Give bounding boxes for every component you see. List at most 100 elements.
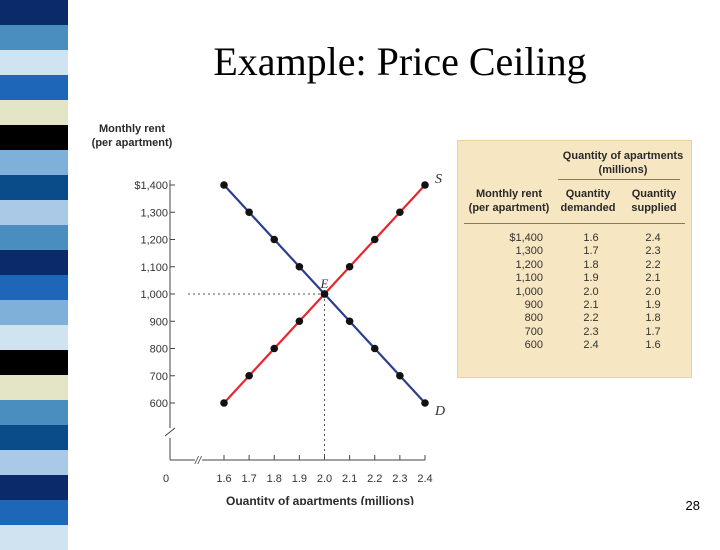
x-tick-label: 2.3 (392, 473, 407, 485)
y-tick-label: $1,400 (134, 180, 168, 192)
strip-block (0, 200, 68, 225)
table-cell-supplied: 2.0 (645, 285, 661, 298)
strip-block (0, 500, 68, 525)
table-row: 900 2.1 1.9 (458, 299, 691, 312)
table-cell-rent: 800 (524, 312, 543, 325)
data-point-s (396, 208, 404, 217)
table-cell-supplied: 2.1 (645, 272, 661, 285)
table-cell-rent: $1,400 (509, 232, 543, 244)
y-axis-label: (per apartment) (92, 137, 173, 149)
strip-block (0, 50, 68, 75)
y-tick-label: 1,100 (140, 262, 168, 274)
data-point-s (220, 399, 228, 407)
strip-block (0, 175, 68, 200)
table-cell-demanded: 2.3 (583, 325, 599, 338)
strip-block (0, 225, 68, 250)
y-tick-label: 1,300 (140, 207, 168, 219)
data-point-d (270, 235, 279, 244)
data-point-d (421, 399, 429, 407)
data-point-d (320, 290, 329, 298)
slide-title: Example: Price Ceiling (213, 39, 587, 84)
decorative-color-strip (0, 0, 68, 550)
table-cell-supplied: 2.3 (645, 245, 661, 258)
table-cell-supplied: 1.6 (645, 339, 661, 352)
x-axis-break: // (194, 455, 202, 467)
table-col-demanded: Quantity demanded (560, 188, 616, 214)
data-point-s (270, 344, 279, 353)
strip-block (0, 375, 68, 400)
table-cell-demanded: 2.1 (583, 298, 599, 311)
table-cell-supplied: 1.8 (645, 312, 661, 325)
table-cell-supplied: 2.2 (645, 258, 661, 271)
x-tick-label: 1.9 (292, 473, 307, 485)
data-point-s (421, 181, 429, 189)
strip-block (0, 125, 68, 150)
table-cell-rent: 1,200 (515, 258, 543, 271)
x-tick-label: 1.8 (267, 473, 282, 485)
table-cell-demanded: 1.6 (583, 232, 599, 244)
x-tick-label: 2.4 (417, 473, 432, 485)
table-row: 1,000 2.0 2.0 (458, 286, 691, 299)
table-cell-rent: 700 (524, 325, 543, 338)
table-cell-supplied: 2.4 (645, 232, 661, 244)
data-point-s (245, 371, 253, 380)
x-tick-label: 1.6 (216, 473, 231, 485)
data-point-d (295, 262, 304, 271)
table-cell-rent: 1,100 (515, 272, 543, 285)
x-tick-label: 0 (163, 473, 169, 485)
strip-block (0, 525, 68, 550)
strip-block (0, 325, 68, 350)
rent-quantity-table: Quantity of apartments (millions) Monthl… (457, 140, 692, 378)
y-tick-label: 700 (150, 371, 168, 383)
equilibrium-label: E (320, 276, 329, 291)
y-tick-label: 1,000 (140, 289, 168, 301)
table-cell-supplied: 1.7 (645, 325, 661, 338)
data-point-d (245, 208, 253, 217)
y-tick-label: 600 (150, 398, 168, 410)
data-point-s (295, 317, 304, 326)
strip-block (0, 250, 68, 275)
x-tick-label: 2.2 (367, 473, 382, 485)
table-cell-supplied: 1.9 (645, 298, 661, 311)
data-point-s (370, 235, 379, 244)
strip-block (0, 25, 68, 50)
table-body: $1,400 1.6 2.4 1,300 1.7 2.3 1,200 1.8 2.2 1,100 1… (458, 232, 691, 353)
y-axis-label: Monthly rent (99, 123, 165, 135)
x-tick-label: 2.0 (317, 473, 332, 485)
series-label-s: S (435, 172, 442, 187)
table-cell-rent: 900 (524, 298, 543, 311)
table-cell-rent: 1,000 (515, 285, 543, 298)
y-tick-label: 900 (150, 316, 168, 328)
table-cell-demanded: 1.8 (583, 258, 599, 271)
table-row: 1,100 1.9 2.1 (458, 272, 691, 285)
table-row: 1,200 1.8 2.2 (458, 259, 691, 272)
table-row: 600 2.4 1.6 (458, 339, 691, 352)
strip-block (0, 0, 68, 25)
series-label-d: D (434, 404, 445, 419)
strip-block (0, 275, 68, 300)
table-group-rule (558, 179, 680, 180)
strip-block (0, 425, 68, 450)
strip-block (0, 75, 68, 100)
table-row: 700 2.3 1.7 (458, 326, 691, 339)
table-cell-demanded: 1.9 (583, 272, 599, 285)
table-cell-demanded: 1.7 (583, 245, 599, 258)
strip-block (0, 350, 68, 375)
data-point-s (345, 262, 354, 271)
supply-demand-chart: Monthly rent (per apartment) // 600 700 800 90… (92, 123, 445, 505)
strip-block (0, 150, 68, 175)
y-tick-label: 1,200 (140, 235, 168, 247)
table-cell-demanded: 2.4 (583, 339, 599, 352)
table-group-header: Quantity of apartments (millions) (562, 150, 684, 176)
table-header-rule (464, 223, 685, 224)
x-tick-label: 1.7 (241, 473, 256, 485)
x-tick-label: 2.1 (342, 473, 357, 485)
table-col-rent: Monthly rent (per apartment) (468, 188, 550, 214)
page-number: 28 (685, 498, 700, 513)
strip-block (0, 450, 68, 475)
table-cell-rent: 600 (524, 339, 543, 352)
strip-block (0, 100, 68, 125)
table-row: $1,400 1.6 2.4 (458, 232, 691, 245)
table-cell-rent: 1,300 (515, 245, 543, 258)
data-point-d (220, 181, 228, 189)
